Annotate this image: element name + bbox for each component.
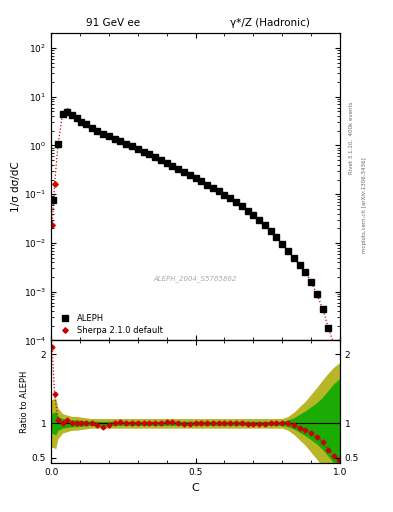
Sherpa 2.1.0 default <box>216 188 221 195</box>
Text: γ*/Z (Hadronic): γ*/Z (Hadronic) <box>230 18 310 28</box>
Legend: ALEPH, Sherpa 2.1.0 default: ALEPH, Sherpa 2.1.0 default <box>55 312 164 336</box>
Y-axis label: 1/σ dσ/dC: 1/σ dσ/dC <box>11 161 21 212</box>
Sherpa 2.1.0 default <box>309 279 314 285</box>
Text: mcplots.cern.ch [arXiv:1306.3436]: mcplots.cern.ch [arXiv:1306.3436] <box>362 157 367 252</box>
Text: 91 GeV ee: 91 GeV ee <box>86 18 140 28</box>
Sherpa 2.1.0 default <box>274 234 279 241</box>
Sherpa 2.1.0 default <box>233 199 238 205</box>
Text: Rivet 3.1.10,  400k events: Rivet 3.1.10, 400k events <box>349 102 354 175</box>
Sherpa 2.1.0 default <box>222 192 227 198</box>
Sherpa 2.1.0 default <box>124 141 129 147</box>
Text: ALEPH_2004_S5765862: ALEPH_2004_S5765862 <box>154 275 237 283</box>
Sherpa 2.1.0 default <box>336 363 341 369</box>
Sherpa 2.1.0 default <box>65 109 70 115</box>
X-axis label: C: C <box>192 483 199 493</box>
Line: Sherpa 2.1.0 default: Sherpa 2.1.0 default <box>50 110 340 368</box>
Y-axis label: Ratio to ALEPH: Ratio to ALEPH <box>20 371 29 433</box>
Sherpa 2.1.0 default <box>50 222 55 228</box>
